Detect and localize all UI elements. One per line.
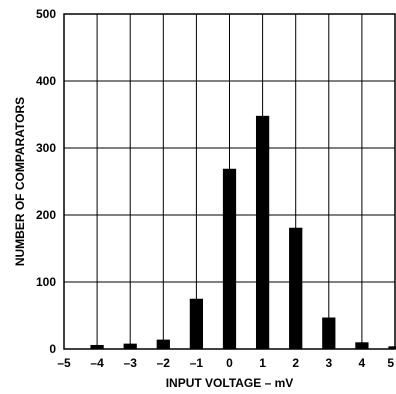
x-tick-label: 0	[226, 356, 233, 370]
x-axis-title: INPUT VOLTAGE – mV	[166, 376, 294, 390]
plot-frame	[63, 13, 396, 350]
bar	[90, 344, 104, 349]
x-tick-label: –5	[57, 356, 71, 370]
y-tick-label: 300	[36, 141, 56, 155]
bar	[123, 343, 137, 349]
x-tick-label: –1	[190, 356, 204, 370]
bar	[388, 346, 396, 349]
y-tick-label: 0	[49, 342, 56, 356]
y-tick-labels: 0 100 200 300 400 500	[36, 7, 56, 356]
x-tick-label: 5	[387, 356, 394, 370]
y-axis-title: NUMBER OF COMPARATORS	[13, 97, 27, 266]
x-tick-label: –4	[90, 356, 104, 370]
y-tick-label: 200	[36, 208, 56, 222]
x-tick-label: 2	[292, 356, 299, 370]
bar	[189, 298, 204, 349]
bars	[90, 115, 396, 349]
bar	[355, 342, 369, 349]
x-tick-label: –3	[124, 356, 138, 370]
bar	[156, 339, 170, 349]
bar	[222, 168, 237, 349]
x-tick-label: –2	[157, 356, 171, 370]
y-tick-label: 400	[36, 74, 56, 88]
x-tick-label: 1	[259, 356, 266, 370]
bar	[255, 115, 270, 349]
bar	[322, 317, 336, 349]
bar	[289, 227, 303, 349]
x-tick-labels: –5 –4 –3 –2 –1 0 1 2 3 4 5	[57, 356, 394, 370]
y-tick-label: 100	[36, 275, 56, 289]
x-tick-label: 3	[325, 356, 332, 370]
x-tick-label: 4	[359, 356, 366, 370]
y-tick-label: 500	[36, 7, 56, 21]
